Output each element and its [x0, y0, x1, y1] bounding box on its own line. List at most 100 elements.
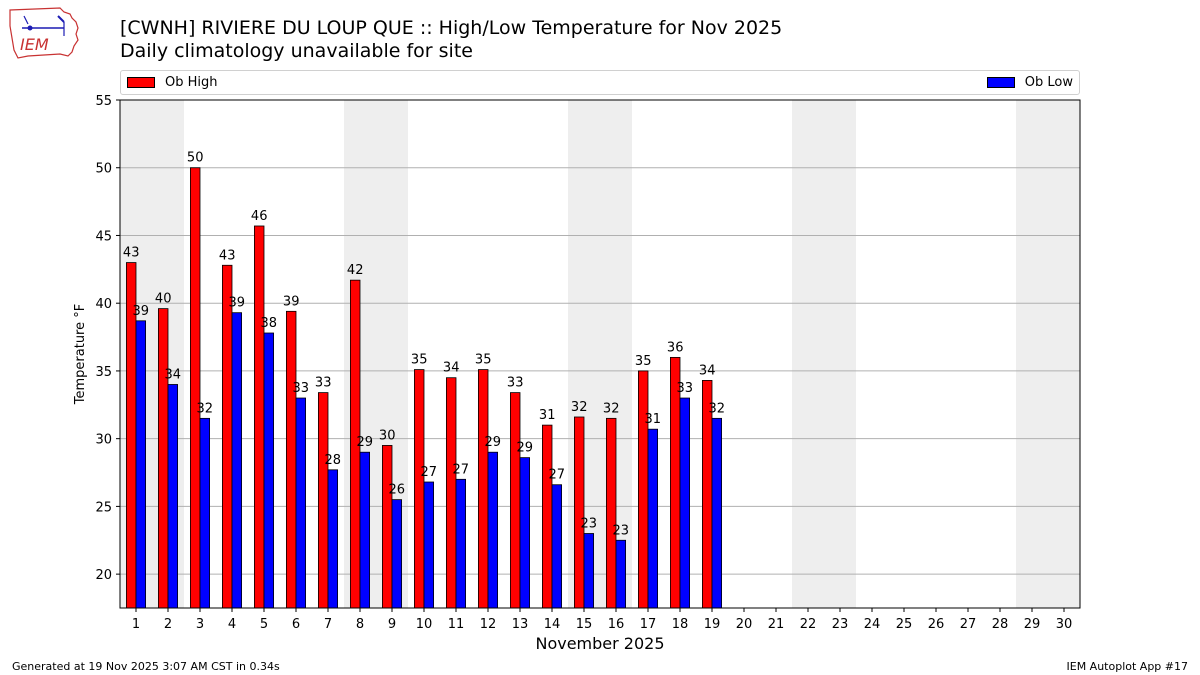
bar-low — [615, 539, 627, 609]
bar-label-high: 31 — [539, 408, 556, 423]
bar-low — [135, 320, 147, 609]
bar-high — [317, 392, 329, 609]
bar-label-high: 39 — [283, 294, 300, 309]
x-tick-label: 19 — [704, 617, 721, 632]
x-tick-label: 17 — [640, 617, 657, 632]
bar-low — [551, 484, 563, 609]
x-tick-label: 11 — [448, 617, 465, 632]
x-tick-label: 7 — [324, 617, 332, 632]
bar-high — [381, 445, 393, 609]
x-tick-label: 13 — [512, 617, 529, 632]
bar-high — [638, 370, 649, 609]
bar-label-low: 33 — [677, 381, 694, 396]
legend-swatch-low — [986, 77, 1015, 88]
x-tick-label: 26 — [928, 617, 945, 632]
bar-label-high: 34 — [699, 363, 716, 378]
y-tick-label: 55 — [95, 94, 112, 109]
bar-label-high: 32 — [603, 401, 620, 416]
bar-high — [157, 308, 169, 609]
plot-frame — [119, 99, 1081, 609]
bar-high — [606, 417, 617, 609]
iem-logo-graphic: IEM — [9, 7, 79, 59]
bar-high — [189, 167, 201, 609]
weekend-shade — [792, 100, 824, 608]
y-tick-label: 50 — [95, 162, 112, 177]
legend-label-high: Ob High — [165, 75, 218, 90]
bar-label-low: 32 — [197, 401, 214, 416]
x-tick-label: 28 — [992, 617, 1009, 632]
y-tick-label: 25 — [95, 500, 112, 515]
bar-low — [711, 417, 723, 609]
bar-label-low: 28 — [325, 453, 342, 468]
bar-label-high: 50 — [187, 151, 204, 166]
bar-high — [413, 369, 425, 609]
bar-low — [455, 478, 467, 609]
x-tick-label: 5 — [260, 617, 268, 632]
bar-label-high: 46 — [251, 209, 268, 224]
bar-high — [477, 369, 489, 609]
bar-high — [221, 264, 233, 609]
bar-label-low: 29 — [357, 435, 374, 450]
x-tick-label: 16 — [608, 617, 625, 632]
bar-low — [647, 428, 659, 609]
bar-high — [509, 392, 521, 609]
bar-low — [327, 469, 339, 609]
bar-label-low: 32 — [709, 401, 726, 416]
x-tick-label: 9 — [388, 617, 396, 632]
bar-label-low: 29 — [517, 441, 534, 456]
bar-low — [359, 451, 371, 609]
legend-label-low: Ob Low — [1024, 75, 1073, 90]
bar-high — [285, 310, 297, 609]
x-tick-label: 22 — [800, 617, 817, 632]
bar-label-low: 27 — [453, 462, 470, 477]
bar-label-low: 27 — [549, 468, 566, 483]
bar-label-high: 32 — [571, 400, 588, 415]
bar-high — [445, 377, 457, 609]
y-tick-label: 35 — [95, 365, 112, 380]
bar-high — [542, 424, 553, 609]
bar-low — [583, 533, 595, 609]
bar-label-low: 31 — [645, 412, 662, 427]
bar-label-high: 35 — [635, 354, 652, 369]
bar-low — [679, 397, 691, 609]
legend-item-low: Ob Low — [986, 75, 1073, 90]
y-tick-label: 40 — [95, 297, 112, 312]
weekend-shade — [1048, 100, 1080, 608]
bar-label-high: 33 — [507, 376, 524, 391]
bar-label-low: 39 — [229, 296, 246, 311]
iem-logo: IEM — [8, 6, 82, 60]
bar-label-high: 43 — [219, 248, 236, 263]
legend: Ob High Ob Low — [120, 70, 1080, 95]
bar-high — [253, 225, 265, 609]
x-axis-label: November 2025 — [535, 634, 664, 653]
bar-label-low: 38 — [261, 316, 278, 331]
x-tick-label: 14 — [544, 617, 561, 632]
x-tick-label: 23 — [832, 617, 849, 632]
bar-low — [263, 332, 275, 609]
weekend-shade — [824, 100, 856, 608]
x-tick-label: 27 — [960, 617, 977, 632]
x-tick-label: 24 — [864, 617, 881, 632]
bar-low — [199, 417, 211, 609]
x-tick-label: 15 — [576, 617, 593, 632]
bar-low — [487, 451, 499, 609]
bar-label-high: 30 — [379, 428, 396, 443]
bar-low — [231, 312, 243, 609]
x-tick-label: 4 — [228, 617, 236, 632]
footer-generated: Generated at 19 Nov 2025 3:07 AM CST in … — [12, 660, 280, 673]
legend-item-high: Ob High — [127, 75, 218, 90]
bar-label-high: 43 — [123, 246, 140, 261]
bar-label-high: 33 — [315, 376, 332, 391]
bar-label-low: 23 — [613, 523, 630, 538]
x-tick-label: 21 — [768, 617, 785, 632]
x-tick-label: 8 — [356, 617, 364, 632]
bar-label-low: 33 — [293, 381, 310, 396]
bar-label-high: 35 — [411, 353, 428, 368]
legend-swatch-high — [127, 77, 155, 88]
x-tick-label: 3 — [196, 617, 204, 632]
bar-label-low: 26 — [389, 483, 406, 498]
bar-label-low: 39 — [133, 304, 150, 319]
bar-low — [295, 397, 307, 609]
chart-subtitle: Daily climatology unavailable for site — [120, 40, 473, 62]
x-tick-label: 12 — [480, 617, 497, 632]
